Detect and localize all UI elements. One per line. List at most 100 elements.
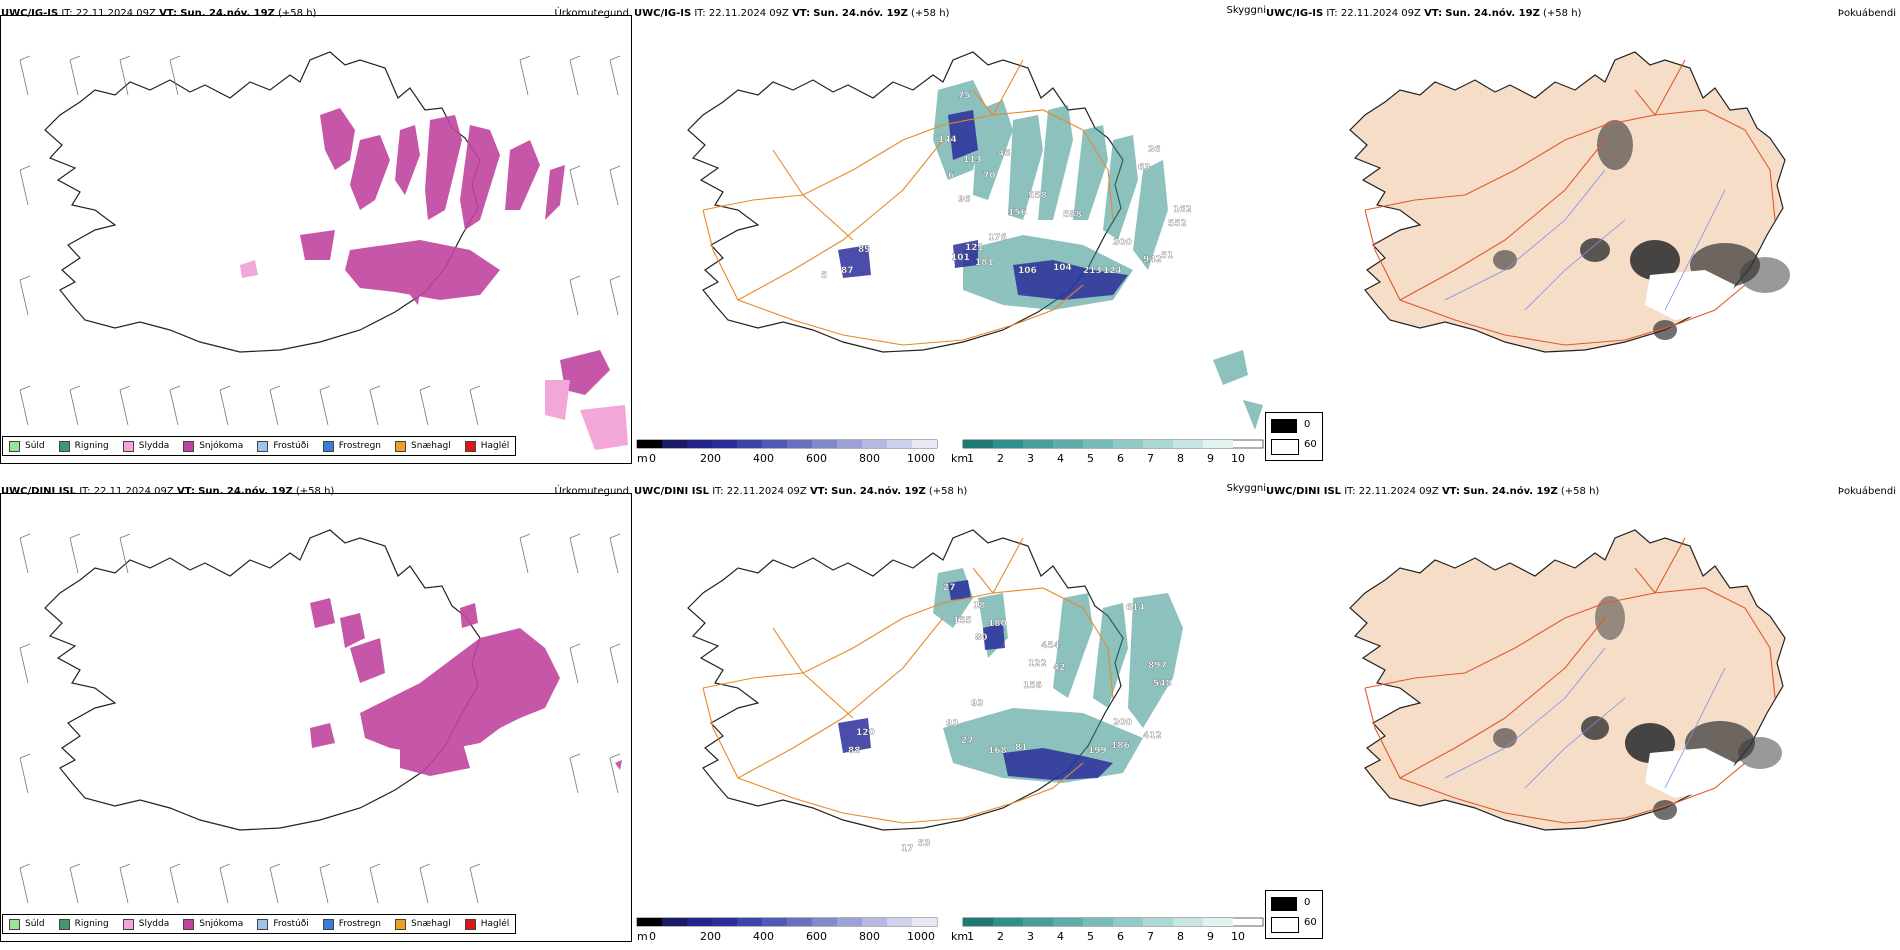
cloud-base-colorbar: m 0 200 400 600 800 1000 (636, 439, 938, 465)
svg-text:2: 2 (997, 452, 1004, 465)
cloud-labels: 75 144 113 70 6 46 96 558 156 588 36 63 … (821, 91, 1192, 281)
svg-text:124: 124 (1103, 266, 1122, 276)
svg-text:199: 199 (1088, 746, 1107, 756)
svg-text:18: 18 (973, 601, 986, 611)
svg-text:36: 36 (1148, 145, 1161, 155)
legend-item: Snjókoma (183, 918, 243, 930)
svg-text:168: 168 (988, 746, 1007, 756)
legend-item: Rigning (58, 440, 109, 452)
lead-time: (+58 h) (278, 8, 317, 19)
svg-text:8: 8 (1177, 452, 1184, 465)
svg-text:7: 7 (1147, 452, 1154, 465)
svg-text:101: 101 (951, 253, 970, 263)
svg-text:6: 6 (1117, 452, 1124, 465)
svg-text:3: 3 (1027, 452, 1034, 465)
valid-time: Sun. 24.nóv. 19Z (180, 8, 275, 19)
legend-item: Súld (9, 918, 45, 930)
legend-item: Frostregn (322, 918, 381, 930)
svg-text:1: 1 (967, 452, 974, 465)
legend-item: Snæhagl (395, 918, 451, 930)
svg-text:88: 88 (848, 746, 861, 756)
panel-title: UWC/IG-IS IT: 22.11.2024 09Z VT: Sun. 24… (1, 8, 316, 19)
svg-text:120: 120 (856, 728, 875, 738)
legend-item: Haglél (464, 440, 509, 452)
svg-text:176: 176 (988, 233, 1007, 243)
fog-index-panel-row1: UWC/IG-IS IT: 22.11.2024 09Z VT: Sun. 24… (1265, 0, 1900, 473)
svg-text:km: km (951, 452, 968, 465)
roads (1364, 59, 1776, 346)
legend-item: Frostregn (322, 440, 381, 452)
fog-map (1349, 51, 1790, 353)
svg-text:600: 600 (806, 930, 827, 943)
legend-item: Snjókoma (183, 440, 243, 452)
svg-text:614: 614 (1126, 603, 1145, 613)
svg-text:156: 156 (1023, 681, 1042, 691)
sleet-area (240, 260, 628, 450)
svg-text:10: 10 (1231, 930, 1245, 943)
svg-text:162: 162 (1173, 205, 1192, 215)
svg-text:3: 3 (1027, 930, 1034, 943)
panel-title: UWC/IG-IS IT: 22.11.2024 09Z VT: Sun. 24… (634, 8, 950, 19)
svg-text:200: 200 (1113, 718, 1132, 728)
svg-text:81: 81 (1015, 743, 1028, 753)
svg-text:0: 0 (649, 930, 656, 943)
precip-map (0, 493, 632, 942)
roads (1364, 537, 1776, 824)
svg-text:42: 42 (1053, 663, 1066, 673)
snowfall-area (300, 108, 610, 395)
cloud-base-shading (838, 110, 1128, 300)
svg-text:144: 144 (938, 135, 957, 145)
svg-text:70: 70 (983, 171, 996, 181)
svg-text:4: 4 (1057, 930, 1064, 943)
precip-legend: Súld Rigning Slydda Snjókoma Frostúði Fr… (2, 914, 517, 934)
cloud-map: 75 144 113 70 6 46 96 558 156 588 36 63 … (636, 51, 1264, 465)
svg-text:0: 0 (649, 452, 656, 465)
svg-text:121: 121 (965, 243, 984, 253)
svg-text:600: 600 (806, 452, 827, 465)
svg-text:93: 93 (946, 719, 959, 729)
roads (702, 537, 1114, 824)
cloud-base-colorbar: m 0 200 400 600 800 1000 (636, 917, 938, 943)
svg-text:9: 9 (1207, 452, 1214, 465)
panel-title: UWC/DINI ISL IT: 22.11.2024 09Z VT: Sun.… (634, 486, 968, 497)
svg-text:6: 6 (948, 171, 954, 181)
panel-type-label: Skyggni (1226, 483, 1266, 494)
svg-text:km: km (951, 930, 968, 943)
snowfall-area (310, 598, 622, 776)
visibility-colorbar: km 1 2 3 4 5 6 7 8 9 10 (951, 439, 1264, 465)
panel-type-label: Skyggni (1226, 5, 1266, 16)
svg-text:9: 9 (1207, 930, 1214, 943)
svg-text:46: 46 (998, 149, 1011, 159)
cloud-visibility-panel-row1: 75 144 113 70 6 46 96 558 156 588 36 63 … (633, 0, 1270, 473)
svg-text:m: m (637, 930, 648, 943)
legend-item: Súld (9, 440, 45, 452)
cloud-visibility-panel-row2: 27 18 155 180 80 614 454 122 42 156 897 … (633, 478, 1270, 950)
svg-text:80: 80 (975, 633, 988, 643)
svg-text:27: 27 (961, 736, 974, 746)
roads (702, 59, 1114, 346)
svg-text:87: 87 (841, 266, 854, 276)
legend-item: Rigning (58, 918, 109, 930)
fog-shading (1493, 120, 1790, 340)
svg-text:27: 27 (943, 583, 956, 593)
svg-text:113: 113 (963, 155, 982, 165)
svg-text:558: 558 (1028, 191, 1047, 201)
svg-text:17: 17 (901, 844, 914, 854)
svg-text:104: 104 (1053, 263, 1072, 273)
model-name: UWC/IG-IS (1, 8, 59, 19)
svg-text:200: 200 (700, 930, 721, 943)
visibility-shading (933, 80, 1263, 430)
legend-item: Slydda (122, 440, 169, 452)
legend-item: Snæhagl (395, 440, 451, 452)
wind-barbs (19, 533, 621, 904)
svg-text:400: 400 (753, 452, 774, 465)
svg-text:96: 96 (958, 195, 971, 205)
svg-text:2: 2 (997, 930, 1004, 943)
svg-text:m: m (637, 452, 648, 465)
svg-text:181: 181 (975, 258, 994, 268)
svg-text:89: 89 (858, 245, 871, 255)
panel-title: UWC/DINI ISL IT: 22.11.2024 09Z VT: Sun.… (1, 486, 335, 497)
svg-text:4: 4 (1057, 452, 1064, 465)
svg-text:588: 588 (1063, 210, 1082, 220)
svg-text:5: 5 (821, 271, 827, 281)
